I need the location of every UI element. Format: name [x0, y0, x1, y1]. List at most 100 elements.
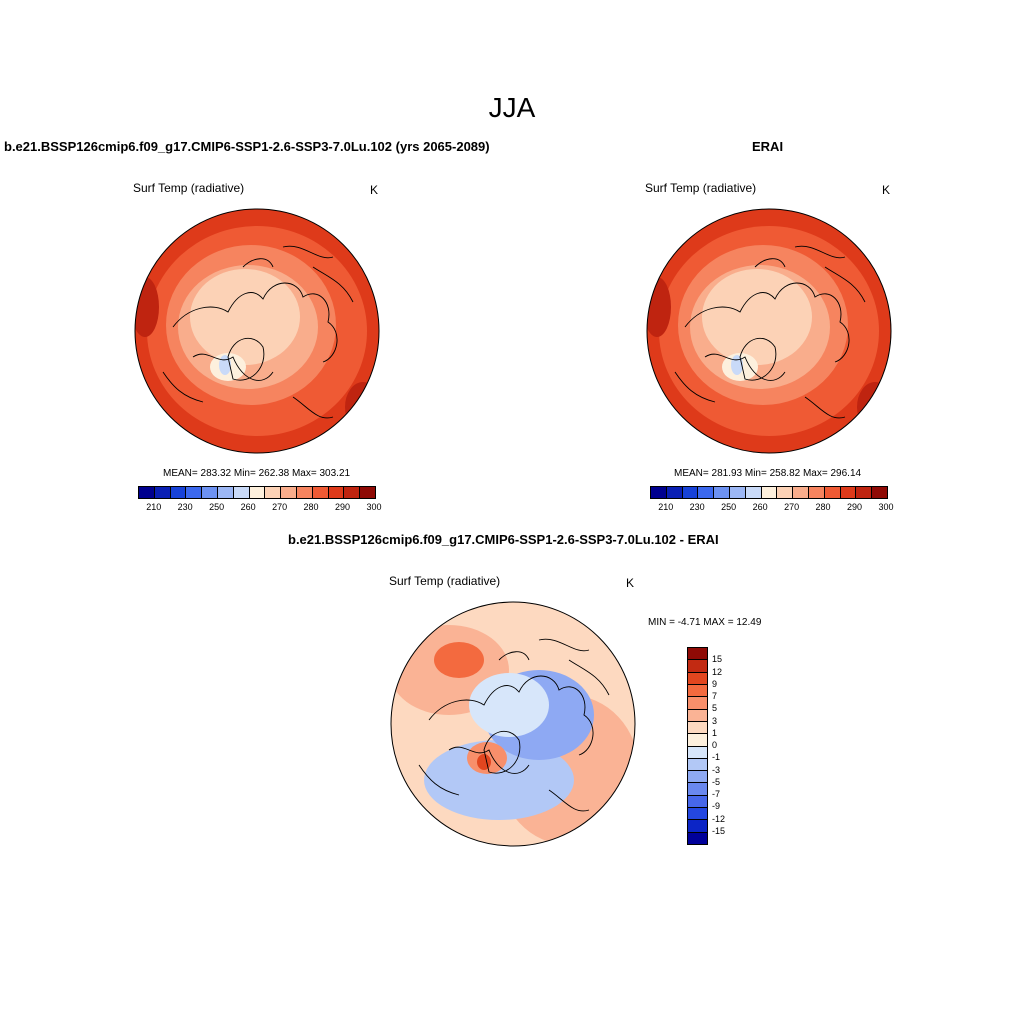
coastline	[704, 353, 786, 381]
colorbar-tick-label: 230	[689, 502, 705, 512]
colorbar-tick-label: 290	[335, 502, 351, 512]
coastline	[448, 746, 530, 774]
colorbar-tick-label: 270	[272, 502, 288, 512]
colorbar-tick-label: 260	[752, 502, 768, 512]
colorbar-tick-label: 12	[712, 666, 723, 677]
colorbar-tick-label: 270	[784, 502, 800, 512]
colorbar-tick-label: 7	[712, 691, 718, 701]
coastline	[312, 266, 354, 303]
panel-3-colorbar	[687, 647, 708, 845]
colorbar-swatch	[688, 721, 707, 735]
colorbar-swatch	[714, 487, 730, 498]
colorbar-swatch	[808, 487, 825, 498]
coastline	[794, 245, 846, 259]
panel-3-title: b.e21.BSSP126cmip6.f09_g17.CMIP6-SSP1-2.…	[288, 532, 719, 547]
colorbar-swatch	[170, 487, 187, 498]
colorbar-tick-label: -9	[712, 801, 721, 812]
panel-2-colorbar	[650, 486, 888, 499]
colorbar-swatch	[688, 820, 707, 833]
coastline	[428, 675, 594, 756]
coastline	[754, 258, 786, 268]
colorbar-tick-label: -15	[712, 825, 726, 836]
panel-1-var-label: Surf Temp (radiative)	[133, 181, 245, 195]
colorbar-swatch	[688, 808, 707, 821]
colorbar-tick-label: -12	[712, 813, 726, 824]
map-boundary	[134, 208, 380, 454]
colorbar-tick-label: 15	[712, 654, 723, 665]
colorbar-swatch	[688, 660, 707, 673]
temperature-region	[424, 740, 574, 820]
panel-1-colorbar-ticks: 210 230 250 260 270 280 290 300	[138, 502, 381, 514]
colorbar-swatch	[872, 487, 887, 498]
colorbar-swatch	[651, 487, 667, 498]
temperature-region	[731, 355, 743, 375]
coastline	[568, 659, 610, 696]
colorbar-swatch	[217, 487, 234, 498]
coastline	[498, 651, 530, 661]
panel-2-var-label: Surf Temp (radiative)	[645, 181, 757, 195]
colorbar-swatch	[233, 487, 250, 498]
panel-1-stats: MEAN= 283.32 Min= 262.38 Max= 303.21	[163, 468, 351, 479]
coastline	[824, 266, 866, 303]
temperature-region	[434, 642, 484, 678]
colorbar-tick-label: -3	[712, 764, 721, 775]
coastline	[538, 638, 590, 652]
colorbar-tick-label: 230	[177, 502, 193, 512]
colorbar-swatch	[688, 783, 707, 796]
coastline	[242, 258, 274, 268]
colorbar-tick-label: 1	[712, 727, 718, 738]
colorbar-swatch	[139, 487, 155, 498]
colorbar-tick-label: 250	[721, 502, 737, 512]
panel-1-title: b.e21.BSSP126cmip6.f09_g17.CMIP6-SSP1-2.…	[4, 139, 490, 154]
colorbar-swatch	[793, 487, 809, 498]
main-title: JJA	[488, 92, 536, 123]
colorbar-swatch	[688, 734, 707, 747]
map-boundary	[390, 601, 636, 847]
coastline	[684, 282, 850, 363]
coastline	[292, 396, 334, 419]
colorbar-tick-label: 210	[146, 502, 162, 512]
colorbar-swatch	[840, 487, 857, 498]
panel-2-title: ERAI	[752, 139, 784, 154]
colorbar-tick-label: 280	[815, 502, 831, 512]
colorbar-swatch	[729, 487, 746, 498]
coastline	[227, 337, 265, 381]
colorbar-tick-label: 250	[209, 502, 225, 512]
panel-2-unit: K	[882, 183, 891, 197]
colorbar-swatch	[824, 487, 841, 498]
colorbar-swatch	[312, 487, 329, 498]
colorbar-swatch	[688, 697, 707, 710]
coastline	[548, 789, 590, 812]
panel-1-unit: K	[370, 183, 379, 197]
colorbar-swatch	[688, 746, 707, 759]
colorbar-swatch	[296, 487, 313, 498]
panel-2-polar-map	[646, 208, 892, 454]
colorbar-tick-label: 300	[366, 502, 382, 512]
colorbar-swatch	[688, 771, 707, 784]
colorbar-tick-label: 280	[303, 502, 319, 512]
coastline	[804, 396, 846, 419]
coastline	[162, 371, 204, 403]
colorbar-swatch	[281, 487, 297, 498]
colorbar-swatch	[154, 487, 171, 498]
colorbar-swatch	[688, 648, 707, 661]
colorbar-tick-label: 0	[712, 740, 718, 750]
colorbar-swatch	[688, 672, 707, 685]
colorbar-swatch	[761, 487, 778, 498]
colorbar-tick-label: 9	[712, 678, 718, 689]
coastline	[674, 371, 716, 403]
colorbar-tick-label: 5	[712, 703, 718, 714]
colorbar-tick-label: -7	[712, 789, 721, 799]
colorbar-tick-label: -1	[712, 752, 721, 763]
colorbar-swatch	[688, 832, 707, 844]
colorbar-swatch	[186, 487, 203, 498]
temperature-region	[469, 673, 549, 737]
colorbar-tick-label: -5	[712, 776, 721, 787]
colorbar-tick-label: 210	[658, 502, 674, 512]
panel-3-var-label: Surf Temp (radiative)	[389, 574, 501, 588]
colorbar-swatch	[249, 487, 266, 498]
panel-3-stats: MIN = -4.71 MAX = 12.49	[648, 617, 762, 628]
colorbar-swatch	[745, 487, 762, 498]
colorbar-tick-label: 3	[712, 715, 718, 726]
coastline	[483, 730, 521, 774]
